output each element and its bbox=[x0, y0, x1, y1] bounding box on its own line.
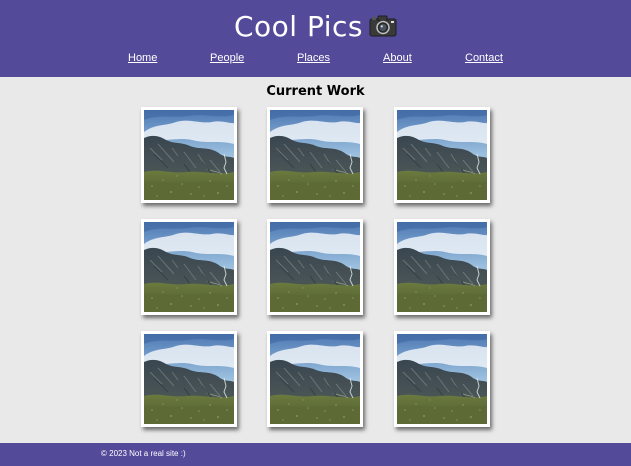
gallery-photo[interactable] bbox=[141, 219, 237, 315]
gallery-photo[interactable] bbox=[394, 107, 490, 203]
gallery-photo[interactable] bbox=[267, 219, 363, 315]
nav-link-contact[interactable]: Contact bbox=[465, 52, 503, 64]
site-title-text: Cool Pics bbox=[233, 10, 364, 43]
gallery-photo[interactable] bbox=[394, 219, 490, 315]
site-footer: © 2023 Not a real site :) bbox=[0, 443, 631, 466]
gallery-photo[interactable] bbox=[394, 331, 490, 427]
gallery-photo[interactable] bbox=[141, 107, 237, 203]
nav-link-about[interactable]: About bbox=[383, 52, 412, 64]
main-nav: Home People Places About Contact bbox=[0, 50, 631, 68]
nav-link-people[interactable]: People bbox=[210, 52, 245, 64]
gallery-photo[interactable] bbox=[267, 107, 363, 203]
gallery-photo[interactable] bbox=[141, 331, 237, 427]
section-heading: Current Work bbox=[266, 84, 365, 99]
camera-icon bbox=[369, 14, 397, 38]
site-header: Cool Pics Home People Places About Conta… bbox=[0, 0, 631, 77]
site-title: Cool Pics bbox=[0, 8, 631, 46]
nav-link-places[interactable]: Places bbox=[297, 52, 331, 64]
footer-copyright: © 2023 Not a real site :) bbox=[101, 449, 186, 458]
gallery-photo[interactable] bbox=[267, 331, 363, 427]
nav-link-home[interactable]: Home bbox=[128, 52, 158, 64]
